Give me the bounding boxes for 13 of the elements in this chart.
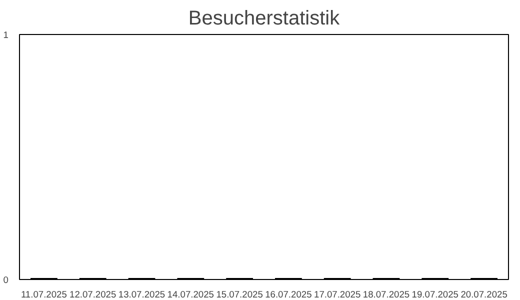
x-tick-label: 11.07.2025 bbox=[20, 290, 67, 300]
x-tick-label: 15.07.2025 bbox=[216, 290, 263, 300]
y-tick-label: 0 bbox=[3, 275, 9, 285]
x-tick-label: 17.07.2025 bbox=[314, 290, 361, 300]
chart-title: Besucherstatistik bbox=[188, 8, 341, 30]
x-tick-label: 20.07.2025 bbox=[460, 290, 508, 300]
y-tick-label: 1 bbox=[3, 30, 9, 40]
x-tick-label: 16.07.2025 bbox=[265, 290, 312, 300]
x-tick-label: 12.07.2025 bbox=[70, 290, 116, 300]
x-tick-label: 14.07.2025 bbox=[167, 290, 214, 300]
x-tick-label: 19.07.2025 bbox=[412, 290, 458, 300]
x-tick-label: 13.07.2025 bbox=[118, 290, 166, 300]
x-tick-label: 18.07.2025 bbox=[362, 290, 410, 300]
